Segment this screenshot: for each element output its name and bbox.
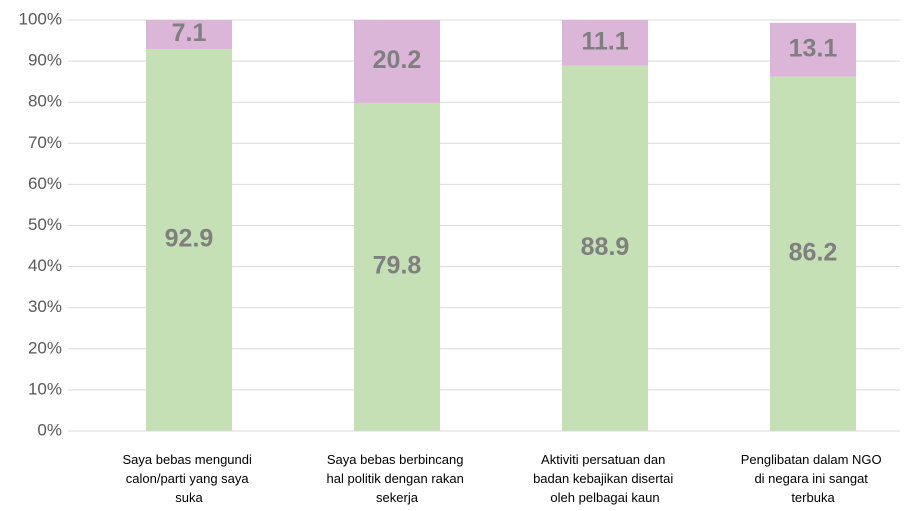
- y-tick-label: 40%: [28, 256, 62, 275]
- data-label: 7.1: [172, 19, 207, 47]
- y-tick-label: 60%: [28, 174, 62, 193]
- y-tick-label: 20%: [28, 338, 62, 357]
- y-tick-label: 70%: [28, 133, 62, 152]
- bar-segment: [770, 22, 856, 77]
- y-tick-label: 0%: [37, 420, 62, 439]
- data-label: 86.2: [789, 238, 838, 266]
- data-label: 88.9: [581, 233, 630, 261]
- y-tick-label: 30%: [28, 297, 62, 316]
- bar-segment: [562, 20, 648, 66]
- y-tick-label: 10%: [28, 379, 62, 398]
- y-tick-label: 100%: [19, 9, 62, 28]
- x-tick-label: Saya bebas mengundi calon/parti yang say…: [123, 452, 256, 505]
- bar-segment: [146, 20, 232, 50]
- y-tick-label: 50%: [28, 215, 62, 234]
- data-label: 92.9: [165, 225, 214, 253]
- bar-segment: [354, 20, 440, 104]
- data-label: 20.2: [373, 46, 422, 74]
- y-tick-label: 90%: [28, 51, 62, 70]
- data-label: 79.8: [373, 252, 422, 280]
- x-tick-label: Penglibatan dalam NGO di negara ini sang…: [741, 452, 886, 505]
- data-label: 11.1: [581, 27, 628, 55]
- bar-segment: [562, 65, 648, 431]
- x-tick-label: Aktiviti persatuan dan badan kebajikan d…: [533, 452, 677, 505]
- x-tick-label: Saya bebas berbincang hal politik dengan…: [327, 452, 468, 505]
- bar-segment: [146, 49, 232, 431]
- bar-segment: [354, 103, 440, 431]
- data-label: 13.1: [789, 34, 838, 62]
- y-tick-label: 80%: [28, 92, 62, 111]
- bar-segment: [770, 76, 856, 431]
